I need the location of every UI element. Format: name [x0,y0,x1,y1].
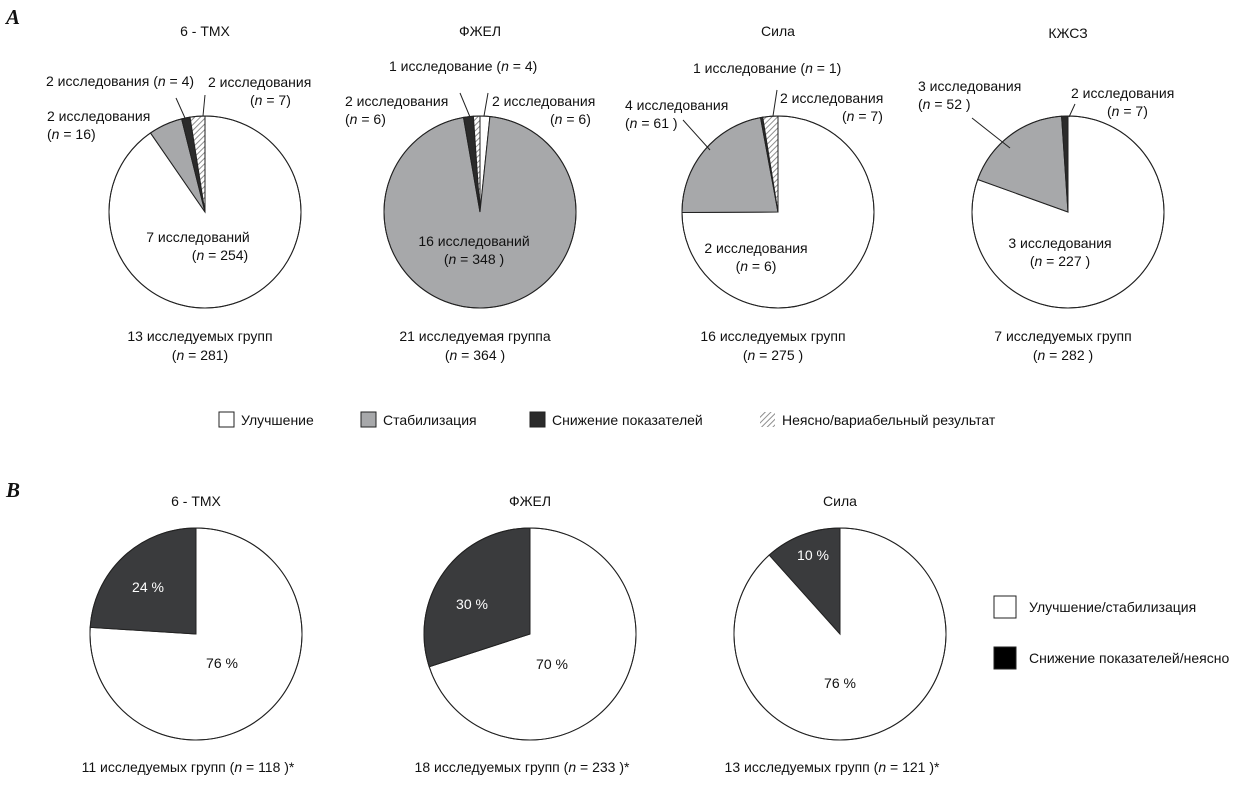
label-leader-line [202,94,206,117]
slice-label-unclear: 1 исследование (n = 4) [389,58,537,74]
pie-footer: 13 исследуемых групп (n = 281) [127,328,272,363]
pie-footer: 21 исследуемая группа (n = 364 ) [399,328,551,363]
slice-label-improvement: 3 исследования (n = 227 ) [1008,235,1111,269]
slice-label-improvement: 2 исследования (n = 6) [704,240,807,274]
pie-outline [383,115,577,309]
pie-footer: 13 исследуемых групп (n = 121 )* [725,759,940,775]
pie-chart-1: 6 - ТМХ 7 исследований (n = 254) 2 исследов… [46,23,311,363]
pie-footer: 16 исследуемых групп (n = 275 ) [700,328,845,363]
pie-outline [89,527,303,741]
legend-item-unclear: Неясно/вариабельный результат [760,412,996,428]
pie-outline [733,527,947,741]
legend-label: Улучшение [241,412,314,428]
pie-title: ФЖЕЛ [459,23,501,39]
pie-title: КЖСЗ [1048,25,1087,41]
label-leader-line [1068,103,1076,118]
pie-chart-7: Сила 76 % 10 % 13 исследуемых групп (n = 12… [725,493,947,775]
pie-footer: 7 исследуемых групп (n = 282 ) [994,328,1131,363]
legend-swatch [529,411,546,428]
pie-outline [971,115,1165,309]
label-leader-line [772,89,778,117]
slice-label-improved_or_stable: 76 % [824,675,856,691]
slice-label-decline: 2 исследования (n = 4) [46,73,194,89]
pie-title: 6 - ТМХ [171,493,221,509]
legend-swatch [760,412,775,427]
legend-label: Снижение показателей/неясно [1029,650,1229,666]
slice-label-unclear: 2 исследования (n = 7) [208,74,311,108]
pie-title: 6 - ТМХ [180,23,230,39]
label-leader-line [459,92,471,118]
legend-swatch [218,411,235,428]
label-leader-line [682,119,711,151]
slice-label-stabilization: 3 исследования (n = 52 ) [918,78,1021,112]
pie-chart-5: 6 - ТМХ 76 % 24 % 11 исследуемых групп (n =… [82,493,303,775]
legend-panel-b: Улучшение/стабилизация Снижение показател… [993,595,1229,670]
legend-swatch [360,411,377,428]
slice-label-decline: 2 исследования (n = 7) [1071,85,1174,119]
slice-label-unclear: 2 исследования (n = 7) [780,90,883,124]
label-leader-line [971,117,1011,149]
pie-charts: 6 - ТМХ 7 исследований (n = 254) 2 исследов… [46,23,1174,775]
pie-title: ФЖЕЛ [509,493,551,509]
legend-item-improved_or_stable: Улучшение/стабилизация [993,595,1196,619]
slice-label-improvement: 2 исследования (n = 6) [492,93,595,127]
legend-panel-a: Улучшение Стабилизация Снижение показателе… [218,411,996,428]
panel-a-letter: A [4,5,20,29]
slice-label-decline_or_unclear: 30 % [456,596,488,612]
pie-footer: 11 исследуемых групп (n = 118 )* [82,759,295,775]
legend-swatch [993,646,1017,670]
slice-label-improved_or_stable: 70 % [536,656,568,672]
slice-label-decline: 1 исследование (n = 1) [693,60,841,76]
legend-item-decline: Снижение показателей [529,411,703,428]
label-leader-line [175,97,186,119]
slice-label-stabilization: 4 исследования (n = 61 ) [625,97,728,131]
pie-title: Сила [823,493,857,509]
slice-label-stabilization: 16 исследований (n = 348 ) [418,233,529,267]
pie-chart-6: ФЖЕЛ 70 % 30 % 18 исследуемых групп (n = 23… [415,493,637,775]
panel-b-letter: B [5,478,20,502]
slice-label-decline_or_unclear: 10 % [797,547,829,563]
legend-item-improvement: Улучшение [218,411,314,428]
pie-outline [108,115,302,309]
legend-label: Улучшение/стабилизация [1029,599,1196,615]
legend-item-decline_or_unclear: Снижение показателей/неясно [993,646,1229,670]
legend-label: Стабилизация [383,412,477,428]
legend-item-stabilization: Стабилизация [360,411,477,428]
pie-chart-4: КЖСЗ 3 исследования (n = 227 ) 3 исследован… [918,25,1174,363]
slice-label-decline_or_unclear: 24 % [132,579,164,595]
slice-label-improvement: 7 исследований (n = 254) [146,229,250,263]
legend-swatch [993,595,1017,619]
legend-label: Неясно/вариабельный результат [782,412,996,428]
slice-label-stabilization: 2 исследования (n = 16) [47,108,150,142]
slice-label-improved_or_stable: 76 % [206,655,238,671]
label-leader-line [483,92,489,117]
pie-outline [681,115,875,309]
pie-outline [423,527,637,741]
slice-label-decline: 2 исследования (n = 6) [345,93,448,127]
pie-chart-3: Сила 2 исследования (n = 6) 4 исследования(… [625,23,883,363]
legend-label: Снижение показателей [552,412,703,428]
pie-footer: 18 исследуемых групп (n = 233 )* [415,759,630,775]
pie-chart-2: ФЖЕЛ 2 исследования (n = 6) 16 исследований… [345,23,595,363]
pie-title: Сила [761,23,795,39]
